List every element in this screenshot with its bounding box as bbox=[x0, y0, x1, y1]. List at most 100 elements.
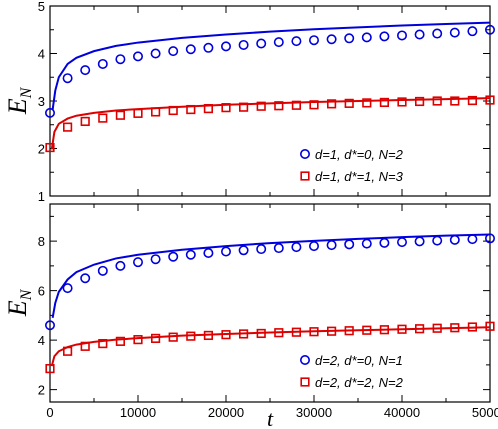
data-point bbox=[133, 257, 144, 268]
legend-label: d=1, d*=1, N=3 bbox=[315, 169, 404, 184]
data-point bbox=[186, 104, 196, 115]
data-point bbox=[238, 39, 249, 50]
x-tick-label: 50000 bbox=[472, 405, 498, 420]
data-point bbox=[432, 96, 442, 106]
series-curve bbox=[51, 21, 491, 110]
x-tick-label: 30000 bbox=[296, 405, 332, 420]
data-point bbox=[168, 251, 179, 262]
data-point bbox=[185, 44, 196, 55]
data-point bbox=[326, 240, 337, 251]
data-point bbox=[115, 110, 125, 120]
data-point bbox=[98, 113, 108, 123]
data-point bbox=[379, 237, 390, 248]
data-point bbox=[133, 51, 144, 62]
data-point bbox=[273, 37, 284, 48]
data-point bbox=[344, 98, 354, 108]
data-point bbox=[309, 327, 319, 337]
data-point bbox=[221, 246, 232, 257]
data-point bbox=[221, 103, 231, 113]
data-point bbox=[221, 41, 232, 52]
data-point bbox=[133, 108, 143, 118]
svg-text:EN: EN bbox=[3, 86, 35, 115]
data-point bbox=[414, 324, 425, 334]
data-point bbox=[467, 234, 478, 245]
data-point bbox=[485, 321, 495, 331]
data-point bbox=[273, 243, 284, 254]
data-point bbox=[221, 330, 231, 340]
x-tick-label: 20000 bbox=[208, 405, 244, 420]
data-point bbox=[115, 336, 125, 346]
legend: d=1, d*=0, N=2 d=1, d*=1, N=3 bbox=[299, 147, 404, 184]
series-curve bbox=[51, 233, 491, 319]
y-axis-label: EN bbox=[3, 86, 35, 115]
data-point bbox=[397, 97, 407, 107]
data-point bbox=[150, 254, 161, 265]
series-1 bbox=[45, 95, 495, 153]
series-curve bbox=[50, 97, 491, 150]
data-point bbox=[450, 323, 460, 333]
data-point bbox=[115, 260, 126, 271]
data-point bbox=[379, 31, 390, 42]
data-point bbox=[274, 328, 284, 338]
data-point bbox=[432, 323, 442, 333]
data-point bbox=[467, 26, 478, 37]
data-point bbox=[80, 273, 91, 284]
series-0 bbox=[44, 233, 495, 331]
data-point bbox=[168, 332, 178, 342]
y-tick-label: 2 bbox=[38, 383, 45, 398]
data-point bbox=[326, 34, 337, 45]
data-point bbox=[362, 325, 372, 335]
data-point bbox=[62, 346, 73, 356]
series-curve bbox=[50, 326, 491, 367]
data-point bbox=[449, 27, 460, 38]
data-point bbox=[291, 36, 302, 47]
data-point bbox=[133, 335, 143, 345]
data-point bbox=[44, 107, 55, 118]
data-point bbox=[203, 104, 214, 114]
x-tick-label: 10000 bbox=[120, 405, 156, 420]
data-point bbox=[379, 97, 390, 108]
data-point bbox=[151, 333, 161, 343]
data-point bbox=[397, 324, 407, 334]
legend-marker bbox=[300, 377, 310, 387]
bottom-panel: 0 10000 20000 30000 40000 50000 2 4 6 8 EN t d=2, d*… bbox=[3, 203, 498, 429]
y-tick-label: 4 bbox=[38, 47, 45, 62]
data-point bbox=[80, 65, 91, 76]
data-point bbox=[238, 245, 249, 256]
data-point bbox=[291, 100, 302, 110]
y-axis-label: EN bbox=[3, 288, 35, 317]
y-tick-label: 5 bbox=[38, 0, 45, 14]
data-point bbox=[97, 58, 108, 69]
data-point bbox=[361, 32, 372, 43]
data-point bbox=[44, 320, 55, 331]
data-point bbox=[97, 265, 108, 276]
data-point bbox=[239, 102, 249, 112]
legend-marker bbox=[300, 171, 310, 181]
data-point bbox=[239, 329, 249, 339]
data-point bbox=[467, 322, 478, 332]
data-point bbox=[484, 233, 495, 244]
data-point bbox=[414, 29, 425, 40]
data-point bbox=[62, 73, 73, 84]
data-point bbox=[414, 96, 425, 107]
legend-label: d=2, d*=0, N=1 bbox=[315, 353, 403, 368]
data-point bbox=[186, 331, 196, 341]
data-point bbox=[291, 242, 302, 253]
data-point bbox=[326, 99, 337, 109]
y-tick-label: 4 bbox=[38, 333, 45, 348]
data-point bbox=[151, 107, 161, 117]
data-point bbox=[362, 98, 372, 108]
data-point bbox=[203, 42, 214, 53]
y-tick-label: 2 bbox=[38, 142, 45, 157]
plot-frame bbox=[49, 203, 491, 403]
data-point bbox=[467, 95, 478, 106]
data-point bbox=[291, 327, 302, 337]
data-point bbox=[308, 241, 319, 252]
data-point bbox=[185, 249, 196, 260]
legend-marker bbox=[299, 354, 310, 365]
data-point bbox=[45, 363, 55, 374]
data-point bbox=[379, 325, 390, 335]
data-point bbox=[168, 46, 179, 57]
x-tick-label: 40000 bbox=[384, 405, 420, 420]
data-point bbox=[414, 236, 425, 247]
